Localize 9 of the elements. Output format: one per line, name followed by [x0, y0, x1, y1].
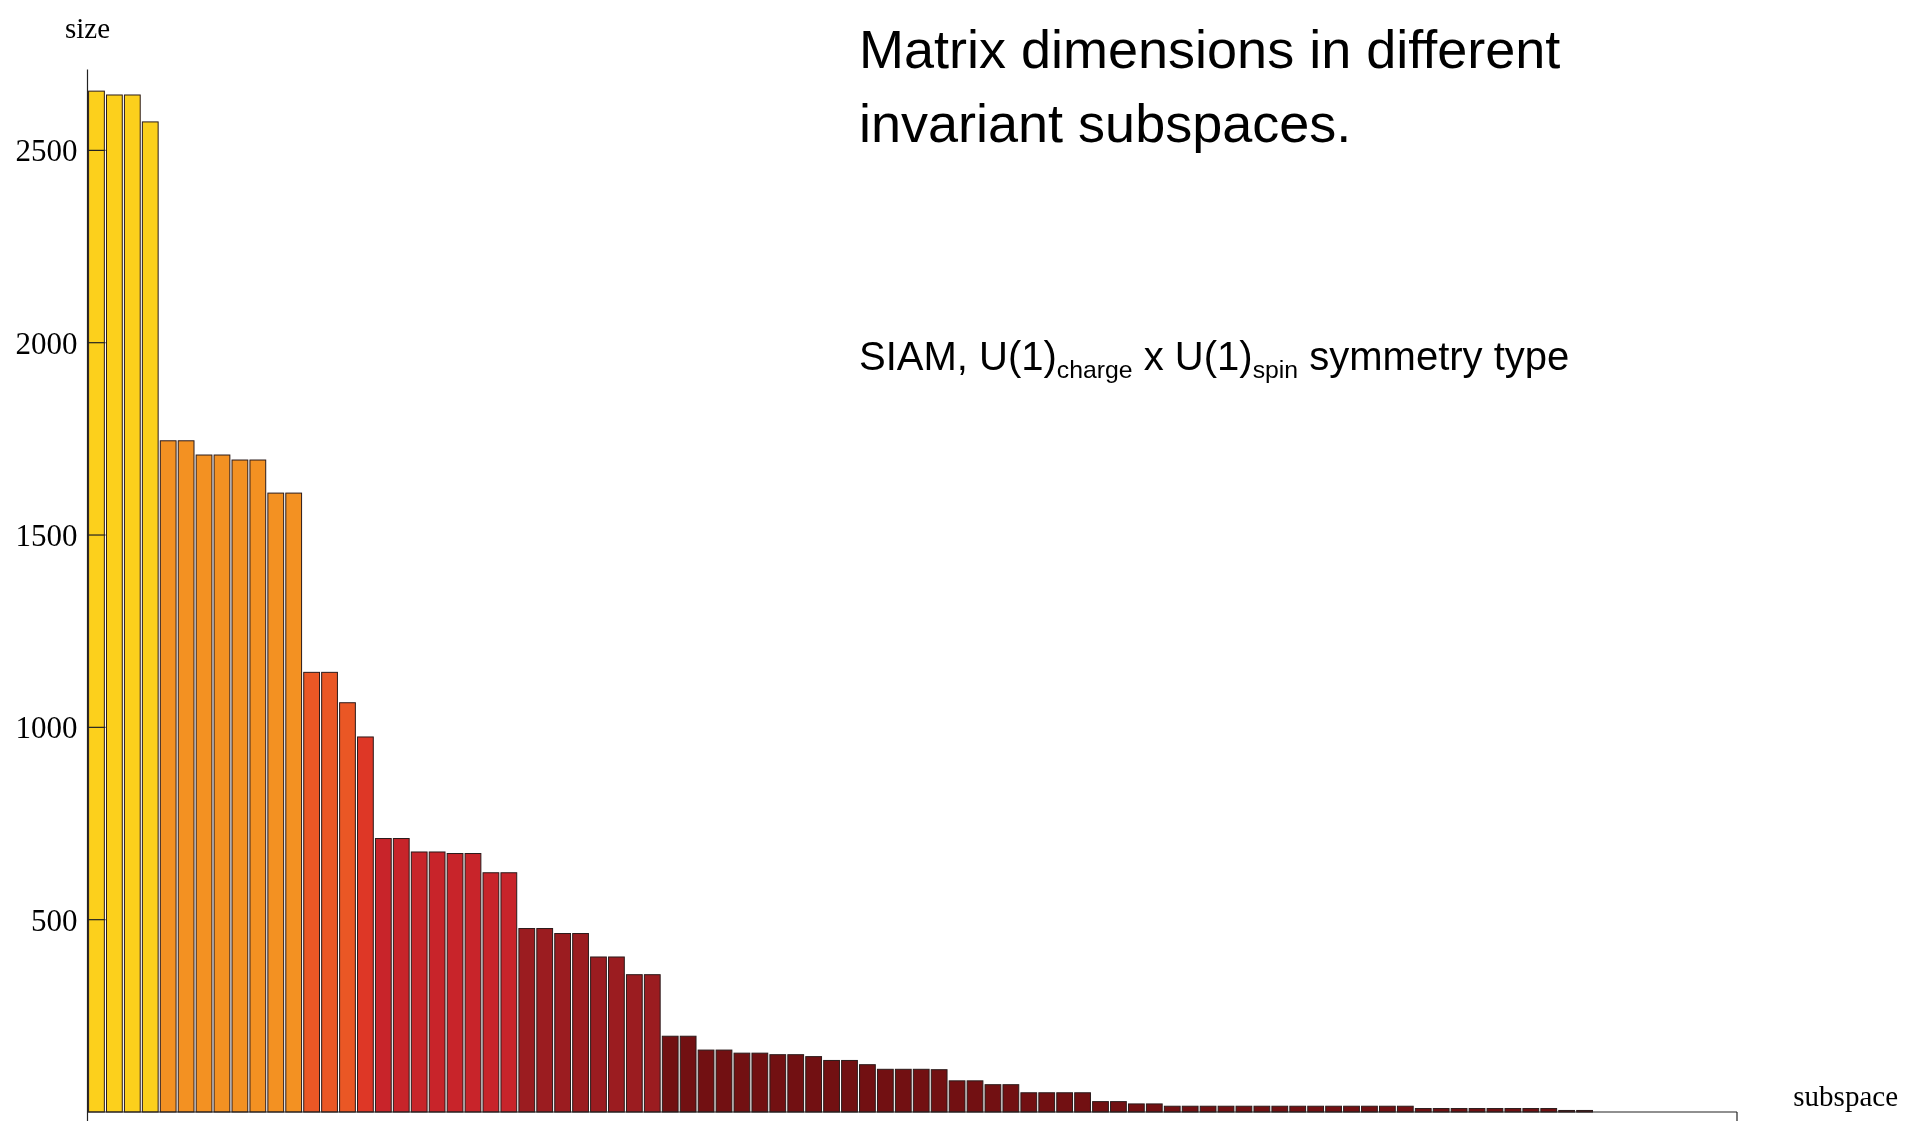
y-tick-label: 2500	[15, 133, 78, 169]
x-axis-title: subspace	[1793, 1080, 1898, 1112]
y-axis-title: size	[64, 12, 111, 44]
chart-title: Matrix dimensions in different invariant subspaces.	[859, 19, 1561, 153]
y-tick-label: 500	[31, 902, 78, 938]
y-tick-label: 2000	[15, 325, 78, 361]
text: SIAM, U(1)$_{charge}$ x U(1)$_{spin}$ symmetry type	[859, 334, 1570, 383]
y-tick-label: 1000	[15, 710, 78, 746]
y-tick-label: 1500	[15, 517, 78, 553]
